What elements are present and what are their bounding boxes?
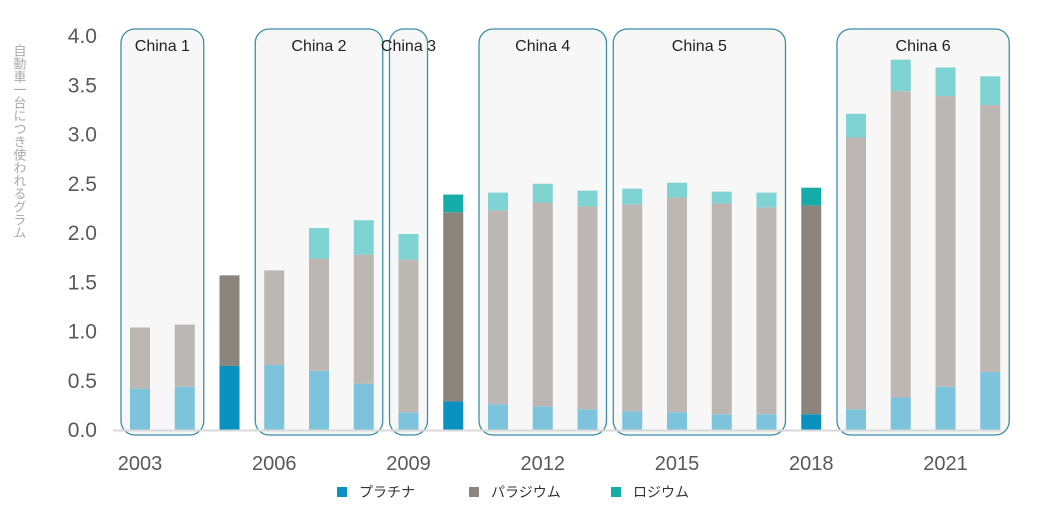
bar-2007-platinum <box>309 370 329 430</box>
bar-2003-platinum <box>130 388 150 430</box>
bar-2020-rhodium <box>890 59 911 92</box>
group-label-3: China 3 <box>381 38 436 55</box>
x-axis-ticks: 2003 2006 2009 2012 2015 2018 2021 <box>118 453 968 475</box>
bar-2017-rhodium <box>756 192 777 208</box>
bar-2016-platinum <box>711 414 732 430</box>
bar-2005-platinum <box>219 365 240 430</box>
bar-2005-palladium <box>219 275 240 366</box>
y-tick-label: 1.0 <box>68 321 97 344</box>
y-axis-ticks: 0.0 0.5 1.0 1.5 2.0 2.5 3.0 3.5 4.0 <box>68 25 97 442</box>
x-tick-label: 2003 <box>118 453 163 475</box>
bar-2018-platinum <box>801 414 822 430</box>
bar-2012-palladium <box>532 202 553 407</box>
bar-2019-platinum <box>846 409 866 430</box>
bar-2021-platinum <box>935 386 956 430</box>
bar-2018-palladium <box>801 205 822 415</box>
legend-item-rhodium: ロジウム <box>611 482 689 502</box>
y-axis-title: 自動車一台につき使われるグラム <box>11 44 27 239</box>
bar-2006-platinum <box>264 364 285 430</box>
bar-2015-platinum <box>667 412 687 430</box>
x-tick-label: 2015 <box>655 453 700 475</box>
legend-label-platinum: プラチナ <box>359 485 415 501</box>
bar-2008-platinum <box>353 383 374 430</box>
bar-2016-palladium <box>711 203 732 415</box>
group-label-1: China 1 <box>135 38 190 55</box>
group-label-4: China 4 <box>515 38 570 55</box>
x-tick-label: 2006 <box>252 453 297 475</box>
bar-2003-palladium <box>130 327 150 389</box>
bar-2017-platinum <box>756 414 777 430</box>
x-tick-label: 2018 <box>789 453 834 475</box>
bar-2008-palladium <box>353 254 374 384</box>
group-box-6 <box>836 28 1010 436</box>
legend: プラチナ パラジウム ロジウム <box>0 482 1037 504</box>
bar-2010-rhodium <box>443 194 464 213</box>
group-label-5: China 5 <box>672 38 727 55</box>
legend-label-rhodium: ロジウム <box>633 485 689 501</box>
bar-2010-platinum <box>443 401 464 430</box>
y-tick-label: 3.5 <box>68 74 97 97</box>
bar-2007-palladium <box>309 258 329 371</box>
bar-2012-platinum <box>532 406 553 430</box>
x-tick-label: 2021 <box>923 453 968 475</box>
y-tick-label: 3.0 <box>68 124 97 147</box>
bar-2004-palladium <box>174 324 195 387</box>
bar-2013-rhodium <box>577 190 598 207</box>
group-label-2: China 2 <box>291 38 346 55</box>
group-box-5 <box>612 28 787 436</box>
bar-2016-rhodium <box>711 191 732 204</box>
stacked-bar-chart: 0.0 0.5 1.0 1.5 2.0 2.5 3.0 3.5 4.0 2003 2006 2009… <box>11 25 1010 475</box>
bars <box>130 59 1001 430</box>
y-tick-label: 4.0 <box>68 25 97 48</box>
bar-2021-palladium <box>935 96 956 387</box>
bar-2012-rhodium <box>532 183 553 203</box>
legend-swatch-rhodium <box>611 487 621 497</box>
legend-swatch-palladium <box>469 487 479 497</box>
bar-2010-palladium <box>443 212 464 402</box>
bar-2019-rhodium <box>846 113 866 138</box>
bar-2009-rhodium <box>398 233 419 260</box>
bar-2011-rhodium <box>488 192 508 211</box>
bar-2014-rhodium <box>622 188 643 205</box>
legend-item-palladium: パラジウム <box>469 482 561 502</box>
bar-2022-palladium <box>980 104 1001 372</box>
group-labels: China 1 China 2 China 3 China 4 China 5 China… <box>135 38 951 55</box>
y-tick-label: 1.5 <box>68 271 97 294</box>
bar-2009-platinum <box>398 412 419 430</box>
bar-2022-rhodium <box>980 76 1001 105</box>
bar-2009-palladium <box>398 259 419 413</box>
y-tick-label: 0.5 <box>68 370 97 393</box>
y-tick-label: 2.5 <box>68 173 97 196</box>
group-label-6: China 6 <box>896 38 951 55</box>
bar-2014-palladium <box>622 204 643 412</box>
bar-2021-rhodium <box>935 67 956 97</box>
bar-2014-platinum <box>622 411 643 430</box>
x-tick-label: 2012 <box>521 453 566 475</box>
y-tick-label: 2.0 <box>68 222 97 245</box>
legend-swatch-platinum <box>337 487 347 497</box>
bar-2018-rhodium <box>801 187 822 206</box>
bar-2007-rhodium <box>309 228 329 259</box>
legend-label-palladium: パラジウム <box>491 485 561 501</box>
bar-2004-platinum <box>174 386 195 430</box>
bar-2017-palladium <box>756 207 777 415</box>
bar-2008-rhodium <box>353 220 374 255</box>
bar-2015-palladium <box>667 197 687 413</box>
bar-2006-palladium <box>264 270 285 365</box>
x-tick-label: 2009 <box>386 453 431 475</box>
group-boxes <box>120 28 1010 436</box>
bar-2011-palladium <box>488 210 508 405</box>
bar-2022-platinum <box>980 371 1001 430</box>
bar-2013-platinum <box>577 409 598 430</box>
y-tick-label: 0.0 <box>68 419 97 442</box>
bar-2015-rhodium <box>667 182 687 198</box>
bar-2020-platinum <box>890 397 911 430</box>
y-axis-label: 自動車一台につき使われるグラム <box>11 44 27 239</box>
bar-2019-palladium <box>846 137 866 410</box>
bar-2020-palladium <box>890 91 911 398</box>
legend-item-platinum: プラチナ <box>337 482 415 502</box>
bar-2013-palladium <box>577 206 598 410</box>
bar-2011-platinum <box>488 404 508 430</box>
